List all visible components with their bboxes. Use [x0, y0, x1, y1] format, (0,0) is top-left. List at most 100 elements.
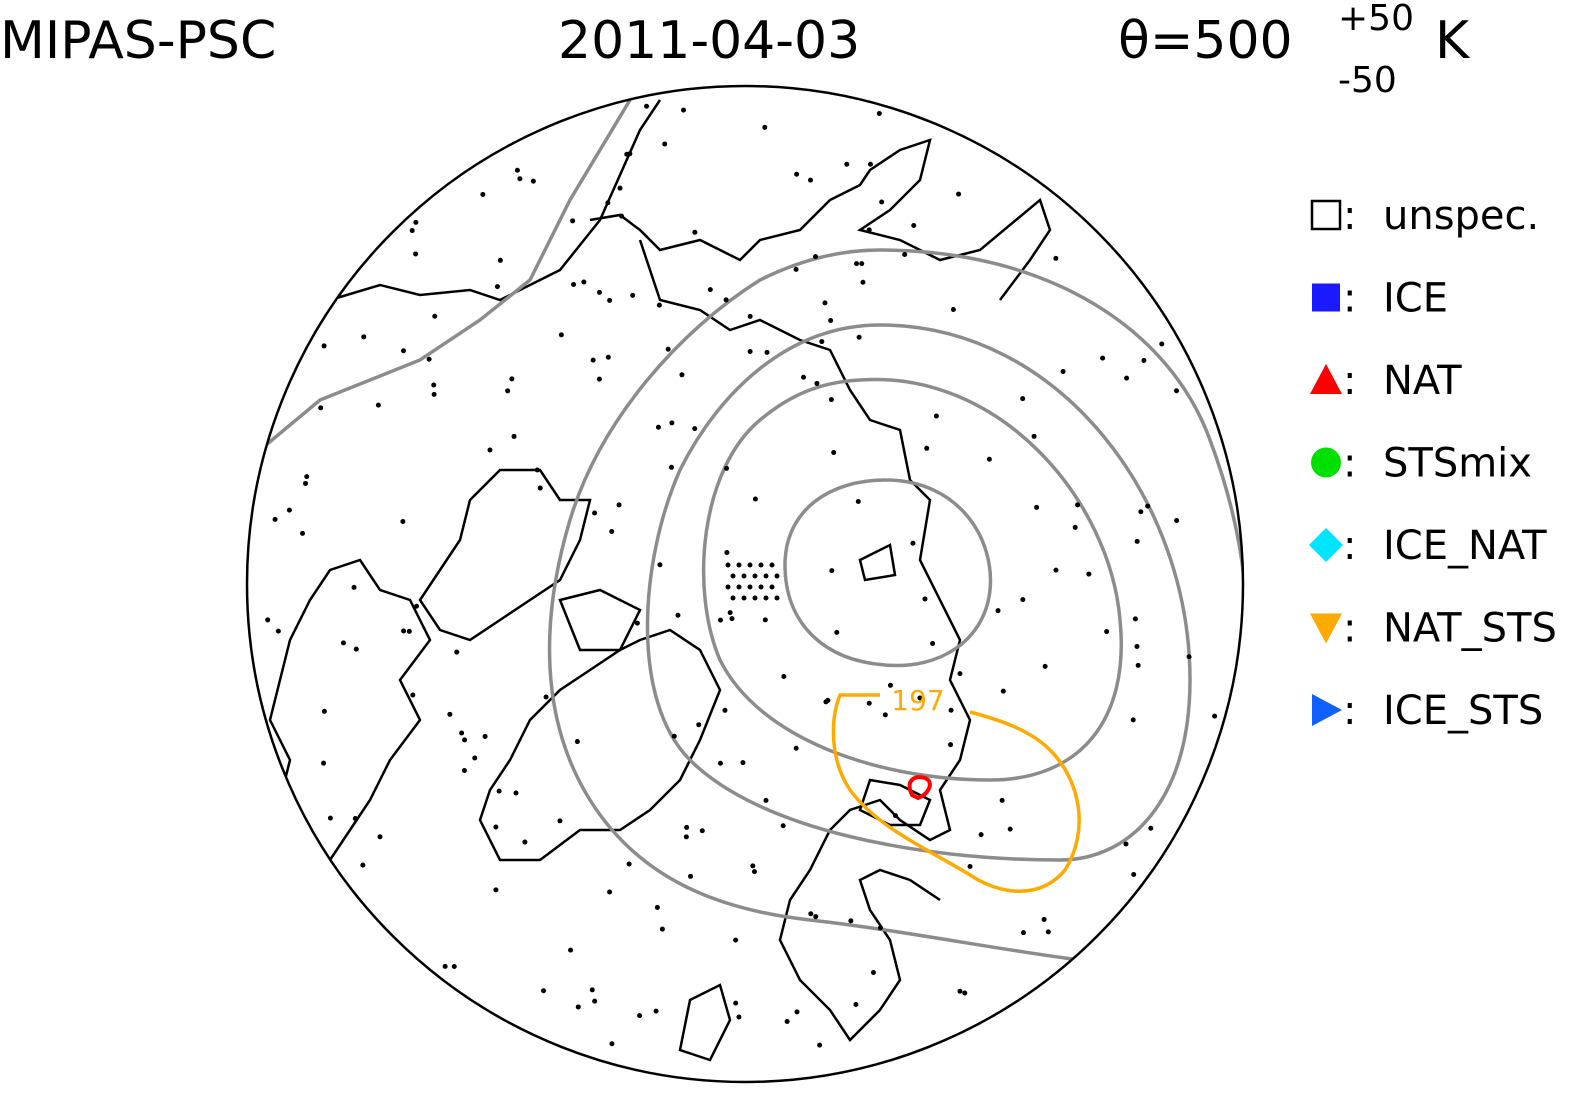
- measurement-point: [459, 730, 465, 736]
- measurement-point: [950, 307, 956, 313]
- measurement-point: [574, 739, 580, 745]
- measurement-point: [607, 297, 613, 303]
- level-unit: K: [1435, 11, 1471, 71]
- measurement-point: [794, 1009, 800, 1015]
- level-symbol: θ=500: [1118, 11, 1293, 71]
- title: MIPAS-PSC: [0, 11, 276, 71]
- measurement-point: [831, 450, 837, 456]
- measurement-point: [808, 911, 814, 917]
- measurement-point: [730, 595, 736, 601]
- measurement-point: [817, 1042, 823, 1048]
- measurement-point: [413, 251, 419, 257]
- date: 2011-04-03: [558, 11, 860, 71]
- measurement-point: [657, 562, 663, 568]
- measurement-point: [1123, 841, 1129, 847]
- measurement-point: [482, 733, 488, 739]
- measurement-point: [321, 343, 327, 349]
- measurement-point: [432, 313, 438, 319]
- measurement-point: [662, 141, 668, 147]
- legend-marker: [1310, 613, 1342, 644]
- measurement-point: [853, 1001, 859, 1007]
- measurement-point: [592, 510, 598, 516]
- measurement-point: [1041, 916, 1047, 922]
- measurement-point: [497, 257, 503, 263]
- measurement-point: [607, 889, 613, 895]
- measurement-point: [431, 382, 437, 388]
- measurement-point: [626, 861, 632, 867]
- level-lower: -50: [1338, 60, 1397, 101]
- contour: [258, 99, 632, 452]
- measurement-point: [725, 584, 731, 590]
- measurement-point: [892, 813, 898, 819]
- greenland: [478, 628, 722, 862]
- measurement-point: [924, 445, 930, 451]
- measurement-point: [655, 424, 661, 430]
- measurement-point: [854, 261, 860, 267]
- measurement-point: [956, 191, 962, 197]
- measurement-point: [352, 816, 358, 822]
- measurement-point: [589, 987, 595, 993]
- measurement-point: [616, 502, 622, 508]
- legend-separator: :: [1343, 441, 1356, 487]
- measurement-point: [568, 947, 574, 953]
- measurement-point: [1072, 524, 1078, 530]
- measurement-point: [844, 161, 850, 167]
- measurement-point: [275, 628, 281, 634]
- measurement-point: [763, 797, 769, 803]
- measurement-point: [681, 107, 687, 113]
- measurement-point: [377, 834, 383, 840]
- measurement-point: [1132, 616, 1138, 622]
- legend-label: NAT: [1383, 358, 1462, 404]
- measurement-point: [351, 584, 357, 590]
- measurement-point: [752, 573, 758, 579]
- measurement-point: [353, 646, 359, 652]
- measurement-point: [1134, 643, 1140, 649]
- measurement-point: [999, 797, 1005, 803]
- measurement-point: [793, 266, 799, 272]
- measurement-point: [1007, 826, 1013, 832]
- coastline: [638, 239, 972, 1042]
- measurement-point: [917, 695, 923, 701]
- contour: [831, 693, 1081, 893]
- measurement-point: [860, 279, 866, 285]
- measurement-point: [727, 610, 733, 616]
- measurement-point: [375, 402, 381, 408]
- legend-separator: :: [1343, 276, 1356, 322]
- measurement-point: [825, 697, 831, 703]
- measurement-point: [462, 737, 468, 743]
- measurement-point: [1053, 567, 1059, 573]
- measurement-point: [1045, 929, 1051, 935]
- measurement-point: [1042, 663, 1048, 669]
- measurement-point: [978, 832, 984, 838]
- measurement-point: [879, 199, 885, 205]
- measurement-point: [707, 287, 713, 293]
- coastline: [558, 588, 642, 652]
- measurement-point: [911, 222, 917, 228]
- legend-label: unspec.: [1383, 193, 1539, 239]
- measurement-point: [933, 413, 939, 419]
- measurement-point: [758, 584, 764, 590]
- measurement-point: [717, 617, 723, 623]
- measurement-point: [575, 1004, 581, 1010]
- measurement-point: [828, 397, 834, 403]
- measurement-point: [962, 990, 968, 996]
- measurement-point: [722, 707, 728, 713]
- measurement-point: [327, 815, 333, 821]
- measurement-point: [530, 178, 536, 184]
- measurement-point: [733, 937, 739, 943]
- measurement-point: [679, 372, 685, 378]
- measurement-point: [1138, 509, 1144, 515]
- measurement-point: [517, 176, 523, 182]
- measurement-point: [1174, 388, 1180, 394]
- measurement-point: [454, 649, 460, 655]
- measurement-point: [948, 707, 954, 713]
- legend-marker: [1310, 364, 1342, 394]
- measurement-point: [1135, 662, 1141, 668]
- measurement-point: [597, 289, 603, 295]
- measurement-point: [634, 620, 640, 626]
- measurement-point: [509, 376, 515, 382]
- contour: [907, 775, 932, 801]
- measurement-point: [741, 573, 747, 579]
- measurement-point: [684, 824, 690, 830]
